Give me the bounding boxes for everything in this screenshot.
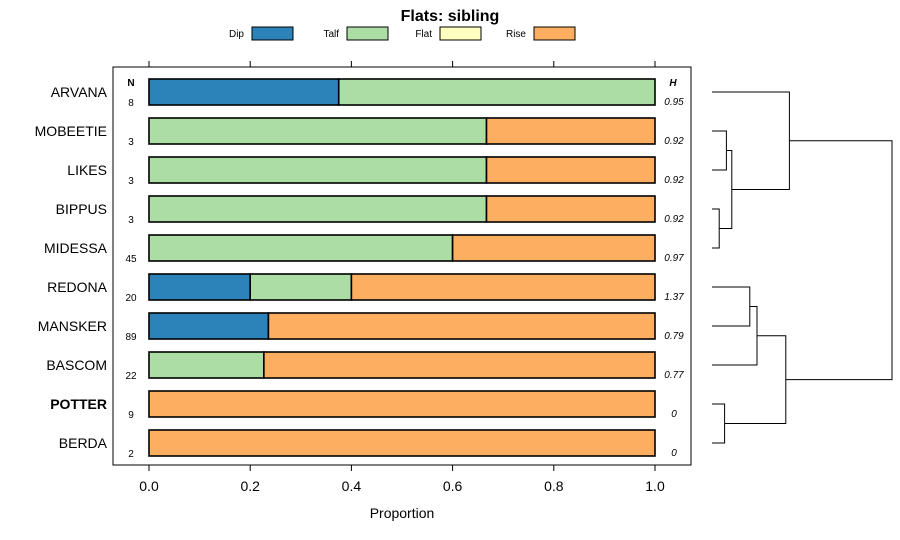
dendrogram-branch-2 [712,403,726,444]
n-value-mansker: 89 [125,332,137,343]
h-value-redona: 1.37 [664,292,684,303]
legend-swatch-rise [533,26,576,41]
dendrogram-branch-0 [712,130,727,171]
bar-segment-mansker-rise [267,312,656,340]
bar-segment-berda-rise [148,429,656,457]
n-column-header: N [127,78,134,89]
bar-segment-redona-dip [148,273,251,301]
bar-rows: ARVANA 8 0.95 MOBEETIE 3 0.92 LIKES 3 0.92 BIPPUS… [35,78,684,460]
bar-segment-redona-talf [249,273,353,301]
h-value-berda: 0 [671,448,677,459]
legend-swatch-talf [346,26,389,41]
row-label-bippus: BIPPUS [56,201,107,217]
n-value-arvana: 8 [128,98,134,109]
dendrogram-branch-3 [719,150,733,229]
bar-segment-arvana-dip [148,78,340,106]
dendrogram-branch-8 [785,140,893,381]
x-tick-label-3: 0.6 [443,478,463,494]
dendrogram-branch-4 [712,286,751,327]
chart-title: Flats: sibling [401,8,500,25]
bar-segment-mobeetie-talf [148,117,488,145]
dendrogram-branch-1 [712,208,720,249]
plot-frame [112,66,692,466]
x-tick-label-4: 0.8 [544,478,564,494]
h-value-mansker: 0.79 [664,331,684,342]
h-value-mobeetie: 0.92 [664,136,684,147]
row-label-redona: REDONA [47,279,108,295]
bar-segment-midessa-rise [451,234,656,262]
n-value-bascom: 22 [125,371,137,382]
h-value-arvana: 0.95 [664,97,684,108]
bar-segment-likes-talf [148,156,488,184]
legend-label-rise: Rise [506,29,526,40]
legend-label-flat: Flat [415,29,432,40]
x-axis-title: Proportion [370,505,435,521]
x-tick-label-2: 0.4 [342,478,362,494]
x-tick-label-1: 0.2 [240,478,260,494]
legend-swatch-flat [439,26,482,41]
n-value-bippus: 3 [128,215,134,226]
row-label-mobeetie: MOBEETIE [35,123,107,139]
bar-segment-mobeetie-rise [485,117,656,145]
bar-segment-midessa-talf [148,234,454,262]
legend-label-talf: Talf [323,29,339,40]
n-value-potter: 9 [128,410,134,421]
bar-segment-mansker-dip [148,312,270,340]
n-value-midessa: 45 [125,254,137,265]
x-tick-label-0: 0.0 [139,478,159,494]
n-value-berda: 2 [128,449,134,460]
legend-swatch-dip [251,26,294,41]
bar-segment-potter-rise [148,390,656,418]
row-label-bascom: BASCOM [46,357,107,373]
bar-segment-bippus-rise [485,195,656,223]
x-tick-label-5: 1.0 [645,478,665,494]
bar-segment-arvana-talf [337,78,656,106]
bar-segment-bippus-talf [148,195,488,223]
x-axis: 0.0 0.2 0.4 0.6 0.8 1.0 [139,61,665,494]
dendrogram-branch-6 [712,91,790,190]
bar-segment-bascom-rise [263,351,656,379]
legend-label-dip: Dip [229,29,244,40]
h-value-bascom: 0.77 [664,370,684,381]
row-label-likes: LIKES [67,162,107,178]
row-label-arvana: ARVANA [51,84,108,100]
row-label-mansker: MANSKER [38,318,107,334]
dendrogram-branch-7 [724,335,787,424]
h-value-likes: 0.92 [664,175,684,186]
bar-segment-likes-rise [485,156,656,184]
n-value-mobeetie: 3 [128,137,134,148]
h-column-header: H [669,78,677,89]
row-label-potter: POTTER [50,396,107,412]
h-value-bippus: 0.92 [664,214,684,225]
h-value-potter: 0 [671,409,677,420]
legend: Dip Talf Flat Rise [229,26,576,41]
h-value-midessa: 0.97 [664,253,684,264]
bar-segment-bascom-talf [148,351,265,379]
n-value-redona: 20 [125,293,137,304]
n-value-likes: 3 [128,176,134,187]
dendrogram [712,91,893,444]
row-label-midessa: MIDESSA [44,240,108,256]
row-label-berda: BERDA [59,435,108,451]
bar-segment-redona-rise [350,273,656,301]
